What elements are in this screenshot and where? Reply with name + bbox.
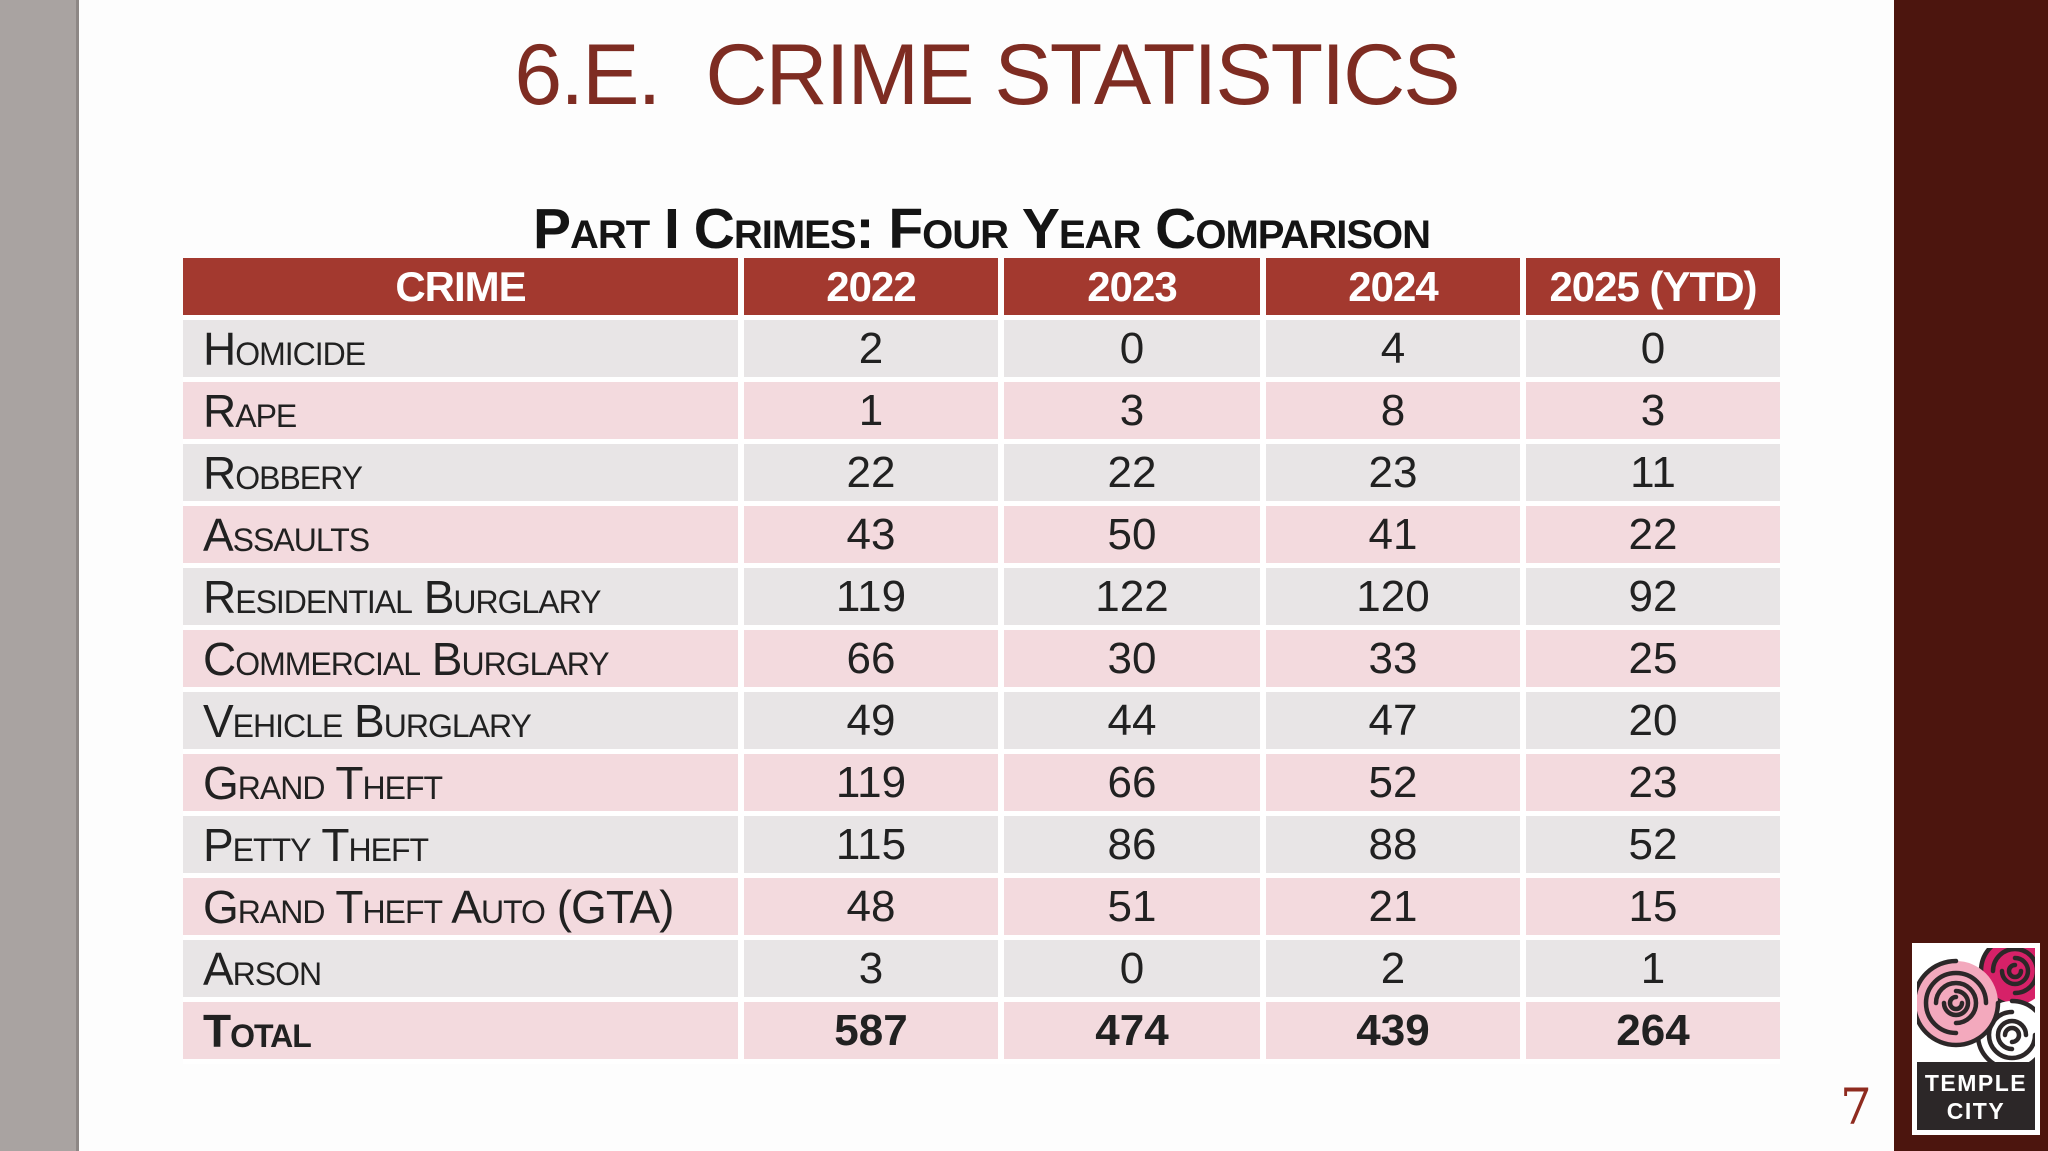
value-cell: 21: [1263, 875, 1526, 940]
total-row: Total 587 474 439 264: [183, 999, 1780, 1064]
table-row: Residential Burglary 119 122 120 92: [183, 565, 1780, 630]
column-header-2022: 2022: [741, 258, 1004, 320]
total-value-cell: 474: [1001, 999, 1266, 1064]
left-gray-band: [0, 0, 79, 1151]
value-cell: 119: [741, 751, 1004, 816]
total-label: Total: [183, 999, 744, 1064]
value-cell: 8: [1263, 379, 1526, 444]
table-row: Grand Theft Auto (GTA) 48 51 21 15: [183, 875, 1780, 940]
value-cell: 22: [1001, 441, 1266, 506]
value-cell: 1: [741, 379, 1004, 444]
title-section-number: 6.E.: [514, 27, 661, 123]
value-cell: 88: [1263, 813, 1526, 878]
table-row: Petty Theft 115 86 88 52: [183, 813, 1780, 878]
table-row: Commercial Burglary 66 30 33 25: [183, 627, 1780, 692]
value-cell: 52: [1523, 813, 1780, 878]
crime-statistics-table: CRIME 2022 2023 2024 2025 (YTD) Homicide…: [183, 258, 1780, 1064]
value-cell: 119: [741, 565, 1004, 630]
value-cell: 41: [1263, 503, 1526, 568]
table-row: Robbery 22 22 23 11: [183, 441, 1780, 506]
title-text: CRIME STATISTICS: [705, 27, 1460, 123]
table-row: Grand Theft 119 66 52 23: [183, 751, 1780, 816]
value-cell: 51: [1001, 875, 1266, 940]
total-value-cell: 439: [1263, 999, 1526, 1064]
value-cell: 23: [1263, 441, 1526, 506]
value-cell: 52: [1263, 751, 1526, 816]
value-cell: 49: [741, 689, 1004, 754]
crime-label: Assaults: [183, 503, 744, 568]
total-value-cell: 264: [1523, 999, 1780, 1064]
column-header-2025-ytd: 2025 (YTD): [1523, 258, 1780, 320]
value-cell: 3: [1001, 379, 1266, 444]
crime-label: Arson: [183, 937, 744, 1002]
value-cell: 66: [1001, 751, 1266, 816]
column-header-crime: CRIME: [183, 258, 744, 320]
crime-label: Residential Burglary: [183, 565, 744, 630]
crime-label: Homicide: [183, 317, 744, 382]
table-row: Homicide 2 0 4 0: [183, 317, 1780, 382]
crime-label: Vehicle Burglary: [183, 689, 744, 754]
crime-label: Grand Theft: [183, 751, 744, 816]
value-cell: 3: [1523, 379, 1780, 444]
column-header-2024: 2024: [1263, 258, 1526, 320]
value-cell: 30: [1001, 627, 1266, 692]
value-cell: 115: [741, 813, 1004, 878]
value-cell: 3: [741, 937, 1004, 1002]
value-cell: 2: [741, 317, 1004, 382]
page-number: 7: [1840, 1078, 1872, 1136]
value-cell: 25: [1523, 627, 1780, 692]
value-cell: 22: [1523, 503, 1780, 568]
value-cell: 23: [1523, 751, 1780, 816]
temple-city-logo: TEMPLE CITY: [1912, 943, 2040, 1135]
camellia-flowers-icon: TEMPLE CITY: [1912, 943, 2040, 1135]
logo-wordmark-line1: TEMPLE: [1925, 1070, 2027, 1096]
table-row: Vehicle Burglary 49 44 47 20: [183, 689, 1780, 754]
value-cell: 86: [1001, 813, 1266, 878]
page-title: 6.E. CRIME STATISTICS: [79, 26, 1894, 125]
value-cell: 122: [1001, 565, 1266, 630]
crime-label: Robbery: [183, 441, 744, 506]
logo-wordmark-box: [1917, 1062, 2035, 1130]
table-row: Arson 3 0 2 1: [183, 937, 1780, 1002]
value-cell: 33: [1263, 627, 1526, 692]
table-subtitle: Part I Crimes: Four Year Comparison: [532, 197, 1431, 261]
value-cell: 43: [741, 503, 1004, 568]
value-cell: 1: [1523, 937, 1780, 1002]
value-cell: 44: [1001, 689, 1266, 754]
value-cell: 4: [1263, 317, 1526, 382]
value-cell: 48: [741, 875, 1004, 940]
table-row: Assaults 43 50 41 22: [183, 503, 1780, 568]
crime-label: Commercial Burglary: [183, 627, 744, 692]
column-header-2023: 2023: [1001, 258, 1266, 320]
total-value-cell: 587: [741, 999, 1004, 1064]
value-cell: 22: [741, 441, 1004, 506]
value-cell: 0: [1523, 317, 1780, 382]
table-row: Rape 1 3 8 3: [183, 379, 1780, 444]
value-cell: 15: [1523, 875, 1780, 940]
crime-label: Petty Theft: [183, 813, 744, 878]
value-cell: 2: [1263, 937, 1526, 1002]
value-cell: 11: [1523, 441, 1780, 506]
value-cell: 66: [741, 627, 1004, 692]
value-cell: 47: [1263, 689, 1526, 754]
crime-label: Grand Theft Auto (GTA): [183, 875, 744, 940]
value-cell: 50: [1001, 503, 1266, 568]
value-cell: 0: [1001, 317, 1266, 382]
crime-label: Rape: [183, 379, 744, 444]
value-cell: 120: [1263, 565, 1526, 630]
header-row: CRIME 2022 2023 2024 2025 (YTD): [183, 258, 1780, 320]
value-cell: 0: [1001, 937, 1266, 1002]
value-cell: 92: [1523, 565, 1780, 630]
value-cell: 20: [1523, 689, 1780, 754]
logo-wordmark-line2: CITY: [1947, 1098, 2005, 1124]
